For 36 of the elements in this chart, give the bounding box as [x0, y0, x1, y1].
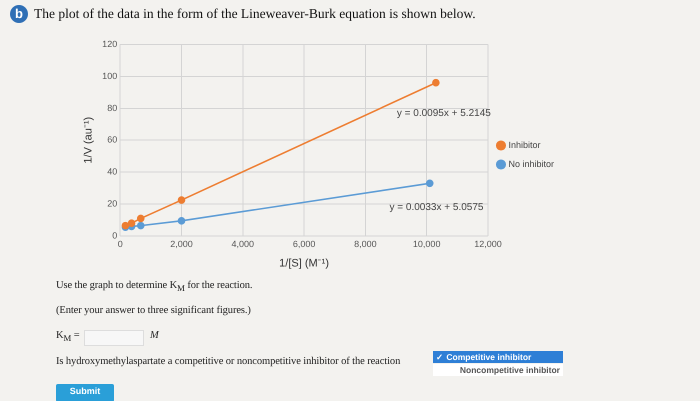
annotation: y = 0.0095x + 5.2145	[396, 108, 492, 120]
legend-label: No inhibitor	[508, 158, 554, 169]
annotation: y = 0.0033x + 5.0575	[390, 202, 484, 214]
text: Is hydroxymethylaspartate a competitive or noncompetitive inhibitor of the reaction	[56, 356, 400, 367]
y-axis-title: 1/V (au⁻¹)	[82, 116, 95, 164]
legend-label: Inhibitor	[508, 140, 541, 150]
x-tick-label: 2,000	[170, 238, 193, 249]
point	[178, 196, 186, 204]
point	[426, 180, 434, 188]
point	[128, 219, 136, 228]
text: b	[10, 5, 28, 23]
point	[432, 78, 440, 87]
x-tick-label: 6,000	[292, 238, 316, 249]
y-tick-label: 60	[107, 134, 118, 145]
point	[178, 217, 186, 225]
point	[136, 214, 145, 222]
text: ✓ Competitive inhibitor	[433, 351, 563, 363]
text: (Enter your answer to three significant figures.)	[56, 305, 251, 316]
y-tick-label: 80	[107, 102, 118, 113]
x-tick-label: 4,000	[232, 238, 254, 249]
chart-title: The plot of the data in the form of the Lineweaver-Burk equation is shown below.	[34, 6, 476, 22]
y-tick-label: 120	[102, 38, 118, 49]
point	[136, 222, 145, 230]
y-tick-label: 100	[102, 70, 118, 81]
text: Use the graph to determine K$_{M}$ for the reaction.	[56, 280, 252, 294]
text: M	[150, 330, 159, 341]
y-tick-label: 40	[107, 166, 118, 177]
y-tick-label: 20	[107, 198, 118, 209]
text: K$_{M}$ =	[56, 330, 80, 344]
x-tick-label: 12,000	[474, 238, 502, 249]
x-tick-label: 10,000	[412, 238, 440, 249]
text: Submit	[56, 384, 114, 401]
text: Noncompetitive inhibitor	[433, 364, 563, 376]
x-axis-title: 1/[S] (M⁻¹)	[279, 257, 330, 270]
y-tick-label: 0	[112, 230, 118, 240]
x-tick-label: 8,000	[354, 238, 377, 249]
